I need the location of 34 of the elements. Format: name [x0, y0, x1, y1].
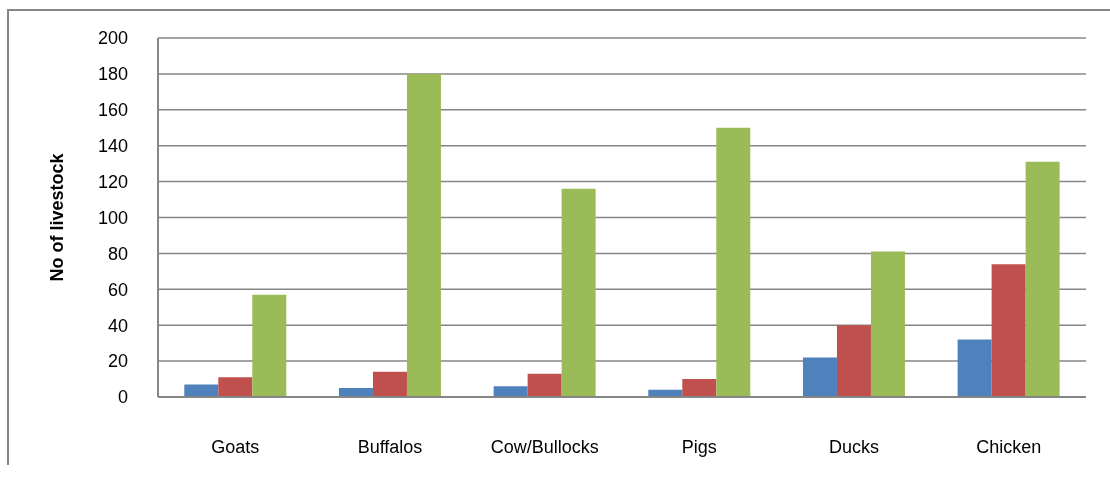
x-tick-label: Cow/Bullocks	[490, 437, 599, 457]
y-tick-label: 20	[107, 351, 128, 372]
x-tick-label: Pigs	[681, 437, 717, 457]
x-tick-label: Ducks	[828, 437, 880, 457]
bar	[836, 325, 871, 397]
y-tick-label: 160	[97, 100, 128, 121]
x-tick-label: Goats	[211, 437, 260, 457]
y-tick-label: 80	[107, 243, 128, 264]
bar	[184, 384, 219, 397]
y-axis-title: No of livestock	[47, 152, 67, 282]
x-tick-label: Buffalos	[357, 437, 423, 457]
y-tick-label: 140	[97, 136, 128, 157]
y-tick-label: 120	[97, 171, 128, 192]
y-tick-label: 60	[107, 279, 128, 300]
bar	[991, 264, 1026, 397]
y-tick-label: 0	[117, 387, 128, 408]
bar	[493, 386, 528, 397]
bar	[252, 294, 287, 397]
bar	[561, 188, 596, 397]
bar	[406, 73, 441, 397]
bar	[802, 357, 837, 397]
y-tick-label: 200	[97, 28, 128, 49]
y-tick-label: 100	[97, 207, 128, 228]
bar	[1025, 161, 1060, 397]
bar	[957, 339, 992, 397]
bar	[372, 371, 407, 397]
y-tick-label: 180	[97, 64, 128, 85]
y-tick-label: 40	[107, 315, 128, 336]
bar	[870, 251, 905, 397]
bar	[716, 127, 751, 397]
bar	[218, 377, 253, 397]
bar	[682, 379, 717, 397]
bar	[527, 373, 562, 397]
x-tick-label: Chicken	[976, 437, 1042, 457]
